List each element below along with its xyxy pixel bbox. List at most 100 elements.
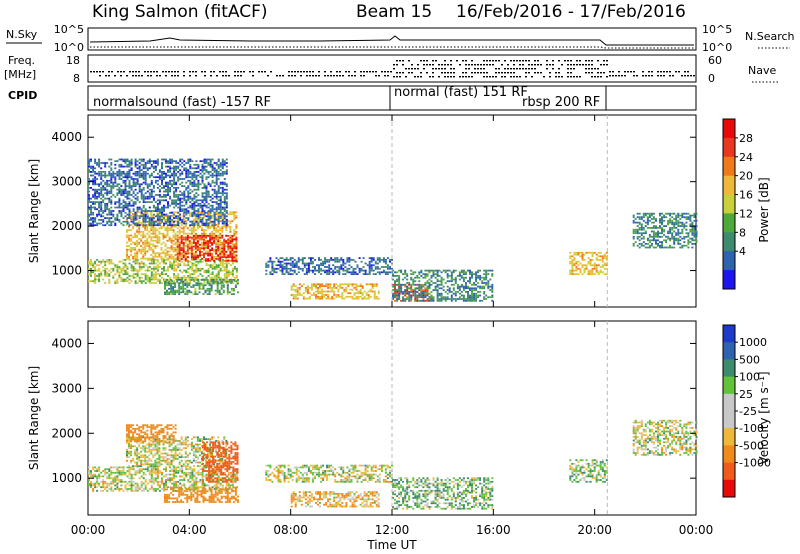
scatter-cell — [108, 217, 111, 219]
scatter-cell — [92, 178, 95, 180]
freq-dot — [594, 68, 596, 70]
freq-dot — [474, 64, 476, 66]
scatter-cell — [177, 224, 180, 227]
scatter-cell — [205, 199, 208, 202]
scatter-cell — [130, 178, 133, 180]
freq-dot — [504, 76, 506, 78]
freq-dot — [489, 60, 491, 62]
scatter-cell — [199, 255, 201, 258]
scatter-cell — [132, 275, 135, 277]
freq-dot — [249, 71, 251, 73]
scatter-cell — [194, 284, 197, 287]
scatter-cell — [201, 174, 204, 177]
scatter-cell — [209, 199, 212, 202]
scatter-cell — [217, 158, 220, 161]
scatter-cell — [212, 279, 215, 281]
scatter-cell — [337, 288, 340, 291]
scatter-cell — [197, 215, 200, 218]
scatter-cell — [224, 280, 227, 283]
scatter-cell — [320, 259, 323, 261]
scatter-cell — [392, 283, 394, 286]
scatter-cell — [432, 299, 435, 302]
scatter-cell — [345, 290, 348, 293]
scatter-cell — [180, 286, 183, 288]
scatter-cell — [207, 176, 210, 179]
scatter-cell — [203, 183, 206, 186]
scatter-cell — [142, 220, 145, 223]
scatter-cell — [173, 165, 176, 168]
scatter-cell — [114, 224, 117, 227]
scatter-cell — [210, 286, 213, 288]
scatter-cell — [365, 292, 368, 295]
scatter-cell — [158, 169, 161, 171]
scatter-cell — [587, 262, 590, 265]
scatter-cell — [353, 297, 356, 300]
scatter-cell — [154, 273, 157, 275]
scatter-cell — [189, 158, 192, 161]
scatter-cell — [192, 236, 195, 239]
freq-dot — [603, 60, 605, 62]
scatter-cell — [120, 194, 123, 196]
scatter-cell — [126, 255, 128, 258]
scatter-cell — [440, 271, 443, 274]
scatter-cell — [219, 195, 222, 198]
scatter-cell — [310, 294, 313, 296]
scatter-cell — [573, 257, 576, 259]
freq-dot — [210, 71, 212, 73]
scatter-cell — [406, 278, 409, 281]
scatter-cell — [144, 178, 147, 180]
scatter-cell — [174, 241, 177, 244]
scatter-cell — [221, 251, 224, 253]
scatter-cell — [307, 271, 310, 274]
scatter-cell — [158, 255, 161, 258]
scatter-cell — [106, 271, 109, 274]
scatter-cell — [138, 238, 141, 240]
scatter-cell — [223, 215, 226, 218]
scatter-cell — [233, 247, 236, 250]
scatter-cell — [132, 178, 135, 180]
scatter-cell — [150, 260, 153, 263]
scatter-cell — [132, 225, 135, 228]
scatter-cell — [471, 298, 473, 300]
scatter-cell — [481, 276, 484, 279]
scatter-cell — [219, 247, 222, 249]
scatter-cell — [158, 208, 161, 211]
scatter-cell — [410, 294, 413, 297]
scatter-cell — [384, 262, 387, 265]
scatter-cell — [136, 224, 139, 227]
scatter-cell — [327, 285, 330, 287]
freq-dot — [132, 75, 134, 77]
scatter-cell — [213, 213, 216, 216]
scatter-cell — [158, 282, 161, 284]
scatter-cell — [360, 269, 363, 272]
scatter-cell — [132, 267, 135, 270]
scatter-cell — [209, 218, 212, 221]
scatter-cell — [195, 210, 198, 212]
scatter-cell — [116, 201, 119, 203]
scatter-cell — [140, 213, 143, 215]
freq-dot — [330, 75, 332, 77]
scatter-cell — [170, 248, 173, 251]
scatter-cell — [124, 195, 127, 198]
scatter-cell — [213, 257, 216, 260]
freq-dot — [183, 71, 185, 73]
scatter-cell — [116, 280, 119, 283]
scatter-cell — [601, 266, 604, 268]
scatter-cell — [424, 299, 427, 302]
freq-dot — [444, 76, 446, 78]
scatter-cell — [158, 176, 161, 179]
scatter-cell — [154, 224, 157, 227]
scatter-cell — [194, 242, 197, 244]
scatter-cell — [179, 183, 182, 186]
scatter-cell — [102, 174, 105, 177]
scatter-cell — [179, 163, 182, 166]
scatter-cell — [454, 292, 457, 295]
scatter-cell — [118, 176, 121, 179]
scatter-cell — [144, 264, 147, 267]
scatter-cell — [203, 247, 205, 250]
scatter-cell — [118, 183, 121, 186]
scatter-cell — [156, 224, 159, 227]
scatter-cell — [370, 257, 373, 259]
scatter-cell — [211, 176, 214, 179]
scatter-cell — [386, 273, 389, 275]
